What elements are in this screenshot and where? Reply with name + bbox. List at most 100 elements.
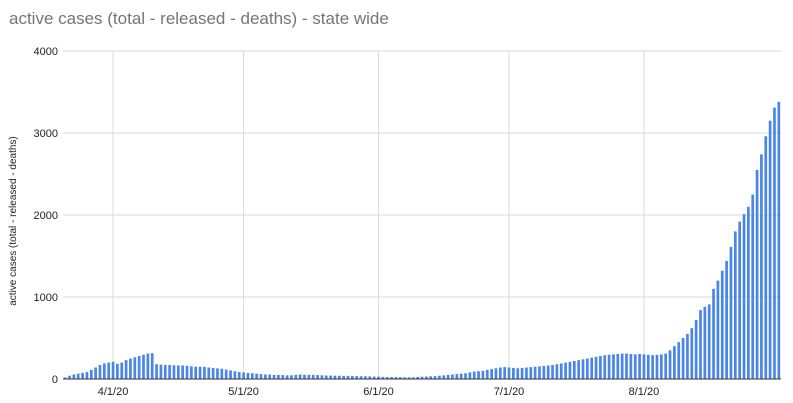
bar [659,354,663,379]
bar [477,371,480,379]
bar [120,362,124,379]
bar [176,365,180,379]
bar [277,374,280,379]
bar [407,377,411,379]
bar [490,369,493,379]
bar [533,366,537,379]
bar [229,370,232,379]
bar [629,353,633,379]
bar [712,288,715,379]
bar [411,377,415,379]
bar [738,221,742,379]
bar [329,375,332,379]
bar [429,376,433,379]
bar [525,367,528,379]
bar [351,376,354,379]
bar [290,375,293,379]
bar [633,354,637,379]
bar [485,369,489,379]
bar [203,366,206,379]
bar [207,367,211,379]
bar [255,373,258,379]
bar [446,374,450,379]
bar [390,376,393,379]
y-tick-label: 3000 [34,128,58,140]
bar [686,333,689,379]
bar [137,356,141,379]
x-tick-label: 4/1/20 [98,386,129,398]
bar [420,376,424,379]
y-tick-label: 1000 [34,292,58,304]
bar-series [63,101,781,379]
x-tick-labels: 4/1/20 5/1/20 6/1/20 7/1/20 8/1/20 [98,386,659,398]
bar [620,353,624,379]
bar [211,367,215,379]
bar [303,374,306,379]
bar [398,377,402,379]
bar [333,375,337,379]
bar [638,353,641,379]
bar [481,370,485,379]
bar [250,373,254,379]
x-tick-label: 5/1/20 [228,386,259,398]
bar [337,375,341,379]
bar [642,354,646,379]
bar [76,373,80,379]
y-tick-label: 2000 [34,210,58,222]
chart-title: active cases (total - released - deaths)… [9,9,389,28]
bar [760,154,763,379]
bar [63,377,67,379]
bar [81,372,84,379]
bar [372,376,376,379]
bar [133,357,137,379]
bar [264,374,267,379]
bar [612,354,615,379]
bar [503,367,507,379]
bar [586,358,589,379]
bar [464,373,467,379]
bar [368,376,372,379]
bar [581,359,585,379]
bar [568,361,572,379]
bar [194,366,198,379]
bar [455,374,459,379]
bar [89,369,93,379]
bar [85,372,89,379]
bar [111,361,115,379]
bar [520,367,524,379]
bar [733,231,737,379]
bar [220,368,224,379]
bar [468,372,472,379]
bar [403,377,406,379]
y-tick-labels: 0 1000 2000 3000 4000 [34,46,58,386]
y-tick-label: 4000 [34,46,58,58]
bar [142,354,145,379]
bar [651,355,654,379]
bar [311,374,315,379]
bar [442,375,446,379]
bar [729,246,733,379]
bar [433,376,437,379]
x-tick-label: 6/1/20 [363,386,394,398]
bar [668,350,672,379]
x-tick-label: 7/1/20 [494,386,525,398]
bar [494,368,498,379]
bar [768,120,772,379]
bar [616,353,620,379]
bar [507,367,511,379]
bar [146,353,150,379]
bar [94,367,97,379]
bar [516,368,520,379]
bar [155,364,158,379]
bar [529,367,533,379]
bar [168,365,171,379]
gridlines [63,50,781,379]
bar [98,365,102,379]
bar [607,354,611,379]
bar [625,353,628,379]
bar [551,365,554,379]
bar [655,354,659,379]
bar [285,375,289,379]
bar [694,319,698,379]
